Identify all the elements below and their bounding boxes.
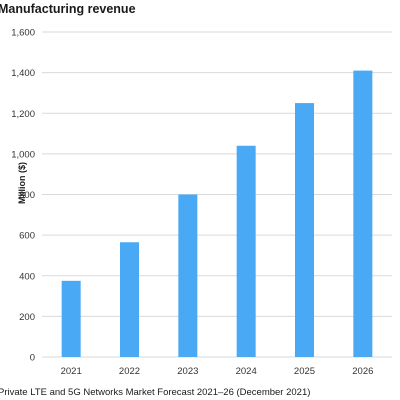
y-tick-label: 200: [19, 312, 35, 323]
y-tick-label: 1,200: [11, 109, 35, 120]
x-tick-label: 2026: [352, 366, 373, 377]
bar-2026: [353, 70, 373, 357]
bar-2025: [295, 103, 314, 357]
x-tick-label: 2023: [177, 366, 198, 377]
chart-title: Manufacturing revenue: [0, 2, 136, 16]
y-tick-label: 0: [30, 353, 35, 364]
y-tick-label: 400: [19, 271, 35, 282]
y-tick-label: 1,600: [11, 28, 35, 39]
x-tick-label: 2024: [236, 366, 257, 377]
bar-2023: [178, 194, 198, 357]
x-tick-label: 2021: [61, 366, 82, 377]
x-tick-label: 2022: [119, 366, 140, 377]
bar-2022: [120, 242, 139, 357]
y-tick-label: 1,400: [11, 68, 35, 79]
y-tick-label: 600: [19, 231, 35, 242]
y-tick-label: 800: [19, 190, 35, 201]
y-tick-label: 1,000: [11, 149, 35, 160]
bar-2024: [236, 145, 256, 357]
bar-2021: [61, 280, 81, 357]
chart-source-note: Private LTE and 5G Networks Market Forec…: [0, 387, 311, 398]
x-tick-label: 2025: [294, 366, 315, 377]
